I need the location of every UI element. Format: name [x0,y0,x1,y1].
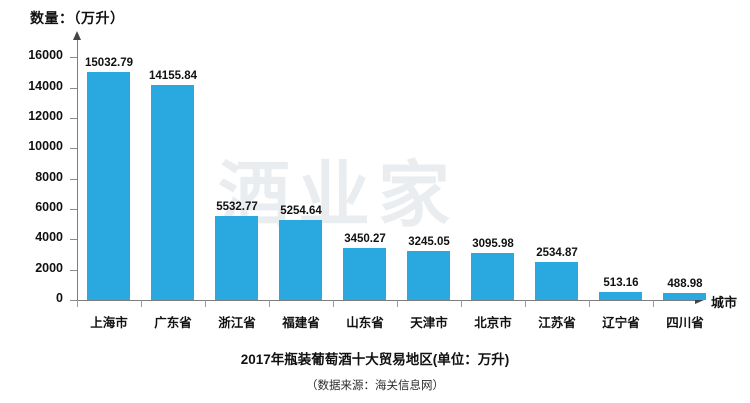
bar-group: 488.98 [653,45,717,300]
x-axis-category-label: 山东省 [346,316,384,330]
bar-group: 3245.05 [397,45,461,300]
x-axis-line [77,300,697,301]
bar-group: 2534.87 [525,45,589,300]
y-axis-tick-label: 10000 [28,139,63,154]
bar-group: 14155.84 [141,45,205,300]
bar-value-label: 5254.64 [280,205,322,218]
x-axis-tick-mark [653,300,654,307]
x-axis-category-label: 福建省 [282,316,320,330]
bar-value-label: 2534.87 [536,246,578,259]
x-axis-category-label: 上海市 [90,316,128,330]
bar-value-label: 3450.27 [344,232,386,245]
bar-group: 3450.27 [333,45,397,300]
x-axis-arrow-icon [695,296,704,304]
bar [215,216,258,300]
x-axis-category-label: 四川省 [666,316,704,330]
y-axis-tick-label: 0 [56,291,63,305]
y-axis-tick-label: 2000 [35,260,63,275]
y-axis-tick-mark [70,87,77,89]
bar-value-label: 513.16 [603,277,639,290]
y-axis-tick-mark [70,178,77,180]
y-axis-tick-mark [70,300,77,301]
bar-value-label: 3095.98 [472,238,514,251]
y-axis-tick-mark [70,269,77,271]
x-axis-category-label: 江苏省 [538,316,576,330]
chart-source-note: （数据来源：海关信息网） [306,380,444,392]
bar-value-label: 14155.84 [149,70,197,83]
bar [151,85,194,300]
bar-value-label: 3245.05 [408,235,450,248]
bar [279,220,322,300]
x-axis-tick-mark [77,300,78,307]
x-axis-category-label: 辽宁省 [602,316,640,330]
y-axis-tick-mark [70,148,77,150]
y-axis-tick-mark [70,117,77,119]
bar-group: 5254.64 [269,45,333,300]
x-axis-category-label: 广东省 [154,316,192,330]
y-axis-tick-label: 12000 [28,108,63,123]
y-axis-tick-label: 4000 [35,230,63,245]
y-axis-tick-mark [70,208,77,210]
x-axis-tick-mark [461,300,462,307]
chart-title: 2017年瓶装葡萄酒十大贸易地区(单位：万升) [240,352,510,367]
x-axis-category-label: 天津市 [410,316,448,330]
x-axis-tick-mark [141,300,142,307]
y-axis-tick-label: 16000 [28,48,63,63]
bar-group: 3095.98 [461,45,525,300]
bar-value-label: 5532.77 [216,201,258,214]
x-axis-tick-mark [269,300,270,307]
x-axis-tick-mark [525,300,526,307]
y-axis-line [77,38,78,300]
bars-layer: 15032.79 14155.84 5532.77 5254.64 3450.27 324… [77,45,706,300]
y-axis-unit-title: 数量：（万升） [30,10,125,26]
x-axis-tick-mark [333,300,334,307]
y-axis-tick-mark [70,239,77,241]
x-axis-tick-mark [397,300,398,307]
bar [343,247,386,300]
y-axis-tick-label: 8000 [35,169,63,184]
x-axis-category-label: 浙江省 [218,316,256,330]
bar-group: 15032.79 [77,45,141,300]
bar-value-label: 488.98 [667,277,703,290]
bar-group: 513.16 [589,45,653,300]
x-axis-tick-mark [717,300,718,307]
x-axis-tick-mark [589,300,590,307]
y-axis-arrow-icon [73,31,81,40]
bar-group: 5532.77 [205,45,269,300]
bar [87,71,130,300]
bar [407,250,450,300]
bar [471,253,514,300]
bar [535,261,578,300]
x-axis-category-label: 北京市 [474,316,512,330]
y-axis-tick-label: 6000 [35,199,63,214]
y-axis-tick-mark [70,57,77,59]
y-axis-tick-label: 14000 [28,78,63,93]
bar [663,292,706,300]
bar-value-label: 15032.79 [85,56,133,69]
x-axis-tick-mark [205,300,206,307]
bar [599,292,642,300]
